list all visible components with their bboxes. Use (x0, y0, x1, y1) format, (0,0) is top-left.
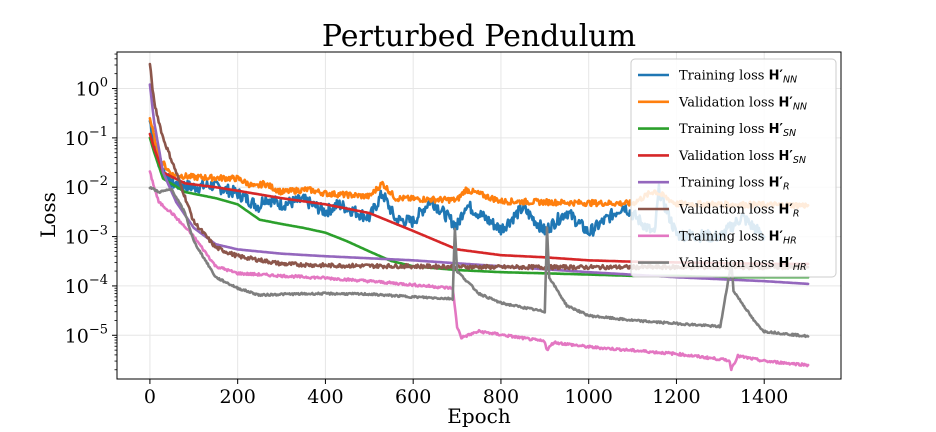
x-axis: 0 200 400 600 800 1000 1200 1400 (144, 379, 788, 408)
legend-label: Validation loss H′HR (678, 256, 807, 273)
x-tick-label: 600 (395, 386, 431, 408)
series-line-5 (148, 83, 810, 286)
legend-label: Validation loss H′R (678, 203, 799, 220)
y-axis: 100 10−1 10−2 10−3 10−4 10−5 (65, 53, 117, 371)
y-tick-label: 10−1 (65, 125, 108, 150)
legend-label: Training loss H′HR (679, 229, 797, 246)
plot-frame (116, 51, 842, 380)
x-tick-label: 800 (483, 386, 519, 408)
series-line-7 (148, 170, 810, 372)
legend-label: Validation loss H′SN (678, 149, 806, 166)
legend: Training loss H′NN Validation loss H′NN Tr… (630, 58, 837, 278)
x-tick-label: 200 (220, 386, 256, 408)
x-tick-label: 1200 (652, 386, 700, 408)
series-line-8 (148, 186, 810, 339)
x-tick-label: 1400 (740, 386, 788, 408)
y-tick-label: 10−2 (65, 174, 108, 199)
legend-label: Training loss H′NN (679, 69, 797, 86)
legend-label: Training loss H′R (679, 176, 790, 193)
x-tick-label: 400 (307, 386, 343, 408)
legend-box (630, 58, 837, 278)
y-tick-label: 100 (76, 76, 108, 101)
x-axis-label: Epoch (447, 404, 511, 428)
y-tick-label: 10−4 (65, 273, 108, 298)
x-tick-label: 1000 (565, 386, 613, 408)
y-tick-label: 10−3 (65, 224, 108, 249)
legend-label: Validation loss H′NN (678, 95, 807, 112)
chart-title: Perturbed Pendulum (322, 19, 636, 54)
y-axis-label: Loss (36, 192, 60, 238)
y-tick-label: 10−5 (65, 322, 108, 347)
x-tick-label: 0 (144, 386, 156, 408)
legend-label: Training loss H′SN (679, 122, 796, 139)
